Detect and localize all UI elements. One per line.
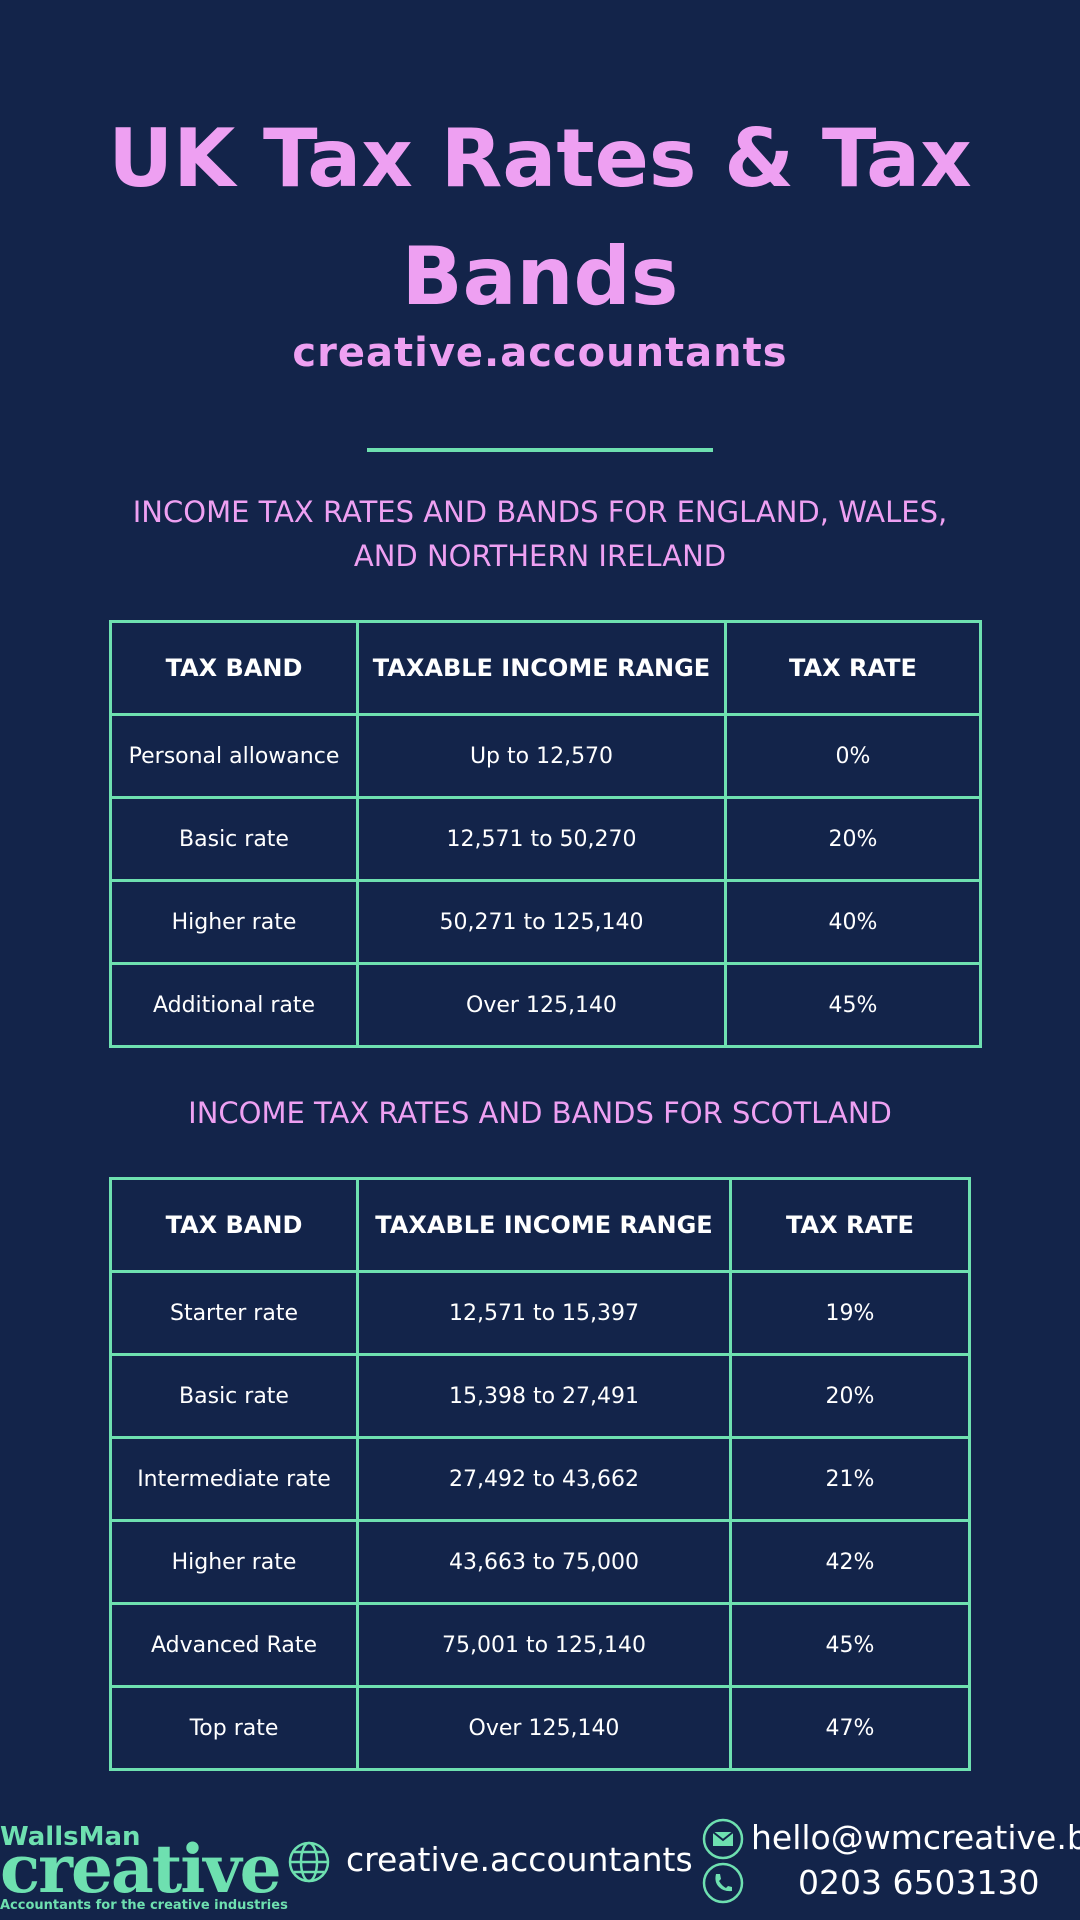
column-header: TAX BAND xyxy=(109,1177,359,1273)
table-cell: 47% xyxy=(729,1685,971,1771)
column-header: TAX RATE xyxy=(724,620,982,716)
table-cell: 20% xyxy=(729,1353,971,1439)
table-cell: Higher rate xyxy=(109,1519,359,1605)
email[interactable]: hello@wmcreative.biz xyxy=(751,1818,1080,1857)
header-row: TAX BAND TAXABLE INCOME RANGE TAX RATE xyxy=(109,1177,971,1273)
table-cell: Basic rate xyxy=(109,1353,359,1439)
table-cell: 43,663 to 75,000 xyxy=(356,1519,732,1605)
globe-icon xyxy=(288,1841,330,1883)
table-row: Basic rate 12,571 to 50,270 20% xyxy=(109,796,982,882)
phone[interactable]: 0203 6503130 xyxy=(798,1863,1040,1902)
table-cell: Over 125,140 xyxy=(356,962,727,1048)
section-heading: INCOME TAX RATES AND BANDS FOR SCOTLAND xyxy=(188,1096,892,1130)
table-row: Basic rate 15,398 to 27,491 20% xyxy=(109,1353,971,1439)
table-cell: Top rate xyxy=(109,1685,359,1771)
table-cell: 42% xyxy=(729,1519,971,1605)
logo-main: creative xyxy=(0,1830,282,1908)
table-cell: 19% xyxy=(729,1270,971,1356)
title: UK Tax Rates & Tax Bands xyxy=(108,112,972,323)
tax-table: TAX BAND TAXABLE INCOME RANGE TAX RATE Pers… xyxy=(109,620,982,1048)
table-cell: Intermediate rate xyxy=(109,1436,359,1522)
table-cell: 12,571 to 50,270 xyxy=(356,796,727,882)
table-cell: 20% xyxy=(724,796,982,882)
table-cell: 50,271 to 125,140 xyxy=(356,879,727,965)
logo-tagline: Accountants for the creative industries xyxy=(0,1898,288,1913)
table-cell: Basic rate xyxy=(109,796,359,882)
table-row: Advanced Rate 75,001 to 125,140 45% xyxy=(109,1602,971,1688)
table-cell: 12,571 to 15,397 xyxy=(356,1270,732,1356)
table-cell: 15,398 to 27,491 xyxy=(356,1353,732,1439)
table-row: Starter rate 12,571 to 15,397 19% xyxy=(109,1270,971,1356)
column-header: TAX BAND xyxy=(109,620,359,716)
table-row: Personal allowance Up to 12,570 0% xyxy=(109,713,982,799)
logo-top: WallsMan xyxy=(0,1822,141,1852)
table-cell: 45% xyxy=(729,1602,971,1688)
table-cell: 45% xyxy=(724,962,982,1048)
header-row: TAX BAND TAXABLE INCOME RANGE TAX RATE xyxy=(109,620,982,716)
table-cell: 40% xyxy=(724,879,982,965)
table-cell: Personal allowance xyxy=(109,713,359,799)
table-row: Intermediate rate 27,492 to 43,662 21% xyxy=(109,1436,971,1522)
table-cell: Additional rate xyxy=(109,962,359,1048)
subtitle: creative.accountants xyxy=(292,330,788,376)
tax-table: TAX BAND TAXABLE INCOME RANGE TAX RATE Star… xyxy=(109,1177,971,1771)
table-cell: 75,001 to 125,140 xyxy=(356,1602,732,1688)
column-header: TAXABLE INCOME RANGE xyxy=(356,620,727,716)
table-cell: 0% xyxy=(724,713,982,799)
table-cell: Up to 12,570 xyxy=(356,713,727,799)
table-cell: Starter rate xyxy=(109,1270,359,1356)
table-row: Additional rate Over 125,140 45% xyxy=(109,962,982,1048)
table-cell: 21% xyxy=(729,1436,971,1522)
table-cell: Over 125,140 xyxy=(356,1685,732,1771)
column-header: TAX RATE xyxy=(729,1177,971,1273)
table-cell: Higher rate xyxy=(109,879,359,965)
divider xyxy=(367,448,713,452)
website[interactable]: creative.accountants xyxy=(346,1840,693,1879)
phone-icon xyxy=(702,1862,744,1904)
table-row: Higher rate 43,663 to 75,000 42% xyxy=(109,1519,971,1605)
table-cell: Advanced Rate xyxy=(109,1602,359,1688)
email-icon xyxy=(702,1818,744,1860)
table-row: Top rate Over 125,140 47% xyxy=(109,1685,971,1771)
table-cell: 27,492 to 43,662 xyxy=(356,1436,732,1522)
section-heading: INCOME TAX RATES AND BANDS FOR ENGLAND, … xyxy=(132,495,948,573)
table-row: Higher rate 50,271 to 125,140 40% xyxy=(109,879,982,965)
column-header: TAXABLE INCOME RANGE xyxy=(356,1177,732,1273)
